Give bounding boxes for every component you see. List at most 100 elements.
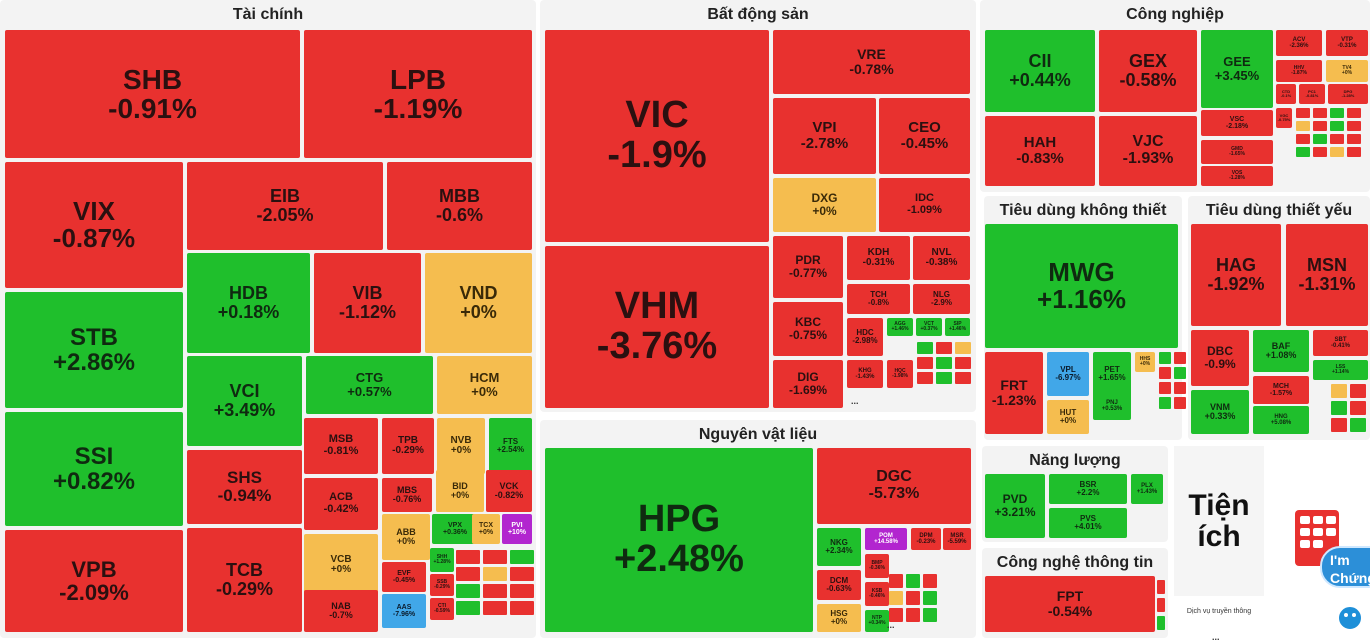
treemap-mini-cell[interactable]	[955, 342, 971, 354]
treemap-mini-cell[interactable]	[483, 584, 507, 598]
treemap-mini-cell[interactable]	[1157, 580, 1165, 594]
treemap-cell-shh[interactable]: SHH +1.28%	[430, 548, 454, 572]
treemap-mini-cell[interactable]	[889, 608, 903, 622]
treemap-cell-vcb[interactable]: VCB +0%	[304, 534, 378, 596]
treemap-mini-cell[interactable]	[456, 601, 480, 615]
treemap-mini-cell[interactable]	[456, 584, 480, 598]
treemap-mini-cell[interactable]	[936, 342, 952, 354]
treemap-cell-sbt[interactable]: SBT -0.41%	[1313, 330, 1368, 356]
treemap-cell-vib[interactable]: VIB -1.12%	[314, 253, 421, 353]
treemap-cell-cti[interactable]: CTI -0.59%	[430, 598, 454, 620]
treemap-mini-cell[interactable]	[1296, 134, 1310, 144]
treemap-mini-cell[interactable]	[483, 601, 507, 615]
treemap-cell-dbc[interactable]: DBC -0.9%	[1191, 330, 1249, 386]
treemap-cell-fpt[interactable]: FPT -0.54%	[985, 576, 1155, 632]
treemap-cell-gee[interactable]: GEE +3.45%	[1201, 30, 1273, 108]
treemap-mini-cell[interactable]	[917, 372, 933, 384]
treemap-mini-cell[interactable]	[1331, 384, 1347, 398]
treemap-mini-cell[interactable]	[483, 567, 507, 581]
treemap-mini-cell[interactable]	[1331, 418, 1347, 432]
treemap-cell-acb[interactable]: ACB -0.42%	[304, 478, 378, 530]
treemap-cell-evf[interactable]: EVF -0.45%	[382, 562, 426, 592]
treemap-mini-cell[interactable]	[510, 601, 534, 615]
treemap-cell-vpl[interactable]: VPL -6.97%	[1047, 352, 1089, 396]
treemap-cell-lpb[interactable]: LPB -1.19%	[304, 30, 532, 158]
treemap-mini-cell[interactable]	[510, 584, 534, 598]
treemap-cell-nvb[interactable]: NVB +0%	[437, 418, 485, 474]
treemap-cell-dpg[interactable]: DPG -1.28%	[1328, 84, 1368, 104]
treemap-cell-nvl[interactable]: NVL -0.38%	[913, 236, 970, 280]
treemap-mini-cell[interactable]	[1174, 367, 1186, 379]
treemap-cell-hhv[interactable]: HHV -1.87%	[1276, 60, 1322, 82]
treemap-mini-cell[interactable]	[906, 574, 920, 588]
treemap-cell-ctg[interactable]: CTG +0.57%	[306, 356, 433, 414]
treemap-cell-vpb[interactable]: VPB -2.09%	[5, 530, 183, 632]
treemap-mini-cell[interactable]	[1174, 352, 1186, 364]
treemap-mini-cell[interactable]	[1157, 616, 1165, 630]
treemap-cell-hut[interactable]: HUT +0%	[1047, 400, 1089, 434]
treemap-mini-cell[interactable]	[1330, 134, 1344, 144]
treemap-cell-pc1[interactable]: PC1 -0.81%	[1299, 84, 1325, 104]
treemap-mini-cell[interactable]	[889, 591, 903, 605]
treemap-mini-cell[interactable]	[456, 567, 480, 581]
treemap-cell-bsr[interactable]: BSR +2.2%	[1049, 474, 1127, 504]
treemap-cell-lss[interactable]: LSS +1.14%	[1313, 360, 1368, 380]
treemap-cell-vic[interactable]: VIC -1.9%	[545, 30, 769, 242]
treemap-cell-vpi[interactable]: VPI -2.78%	[773, 98, 876, 174]
treemap-cell-hag[interactable]: HAG -1.92%	[1191, 224, 1281, 326]
treemap-cell-tcx[interactable]: TCX +0%	[472, 514, 500, 544]
treemap-cell-shs[interactable]: SHS -0.94%	[187, 450, 302, 524]
treemap-cell-ntp[interactable]: NTP +0.34%	[865, 610, 889, 632]
treemap-cell-ssi[interactable]: SSI +0.82%	[5, 412, 183, 526]
treemap-cell-pvs[interactable]: PVS +4.01%	[1049, 508, 1127, 538]
treemap-cell-plx[interactable]: PLX +1.43%	[1131, 474, 1163, 504]
treemap-cell-kdh[interactable]: KDH -0.31%	[847, 236, 910, 280]
more-ellipsis[interactable]: ...	[1212, 632, 1220, 642]
treemap-cell-msn[interactable]: MSN -1.31%	[1286, 224, 1368, 326]
treemap-mini-cell[interactable]	[923, 591, 937, 605]
treemap-cell-nab[interactable]: NAB -0.7%	[304, 590, 378, 632]
treemap-cell-vci[interactable]: VCI +3.49%	[187, 356, 302, 446]
treemap-cell-hhs[interactable]: HHS +0%	[1135, 352, 1155, 372]
treemap-mini-cell[interactable]	[1347, 147, 1361, 157]
treemap-cell-tcb[interactable]: TCB -0.29%	[187, 528, 302, 632]
treemap-mini-cell[interactable]	[889, 574, 903, 588]
treemap-cell-vct[interactable]: VCT +0.37%	[916, 318, 942, 336]
treemap-mini-cell[interactable]	[456, 550, 480, 564]
treemap-cell-ceo[interactable]: CEO -0.45%	[879, 98, 970, 174]
treemap-cell-hdb[interactable]: HDB +0.18%	[187, 253, 310, 353]
treemap-mini-cell[interactable]	[1159, 397, 1171, 409]
treemap-mini-cell[interactable]	[510, 567, 534, 581]
treemap-cell-mch[interactable]: MCH -1.57%	[1253, 376, 1309, 404]
treemap-cell-sip[interactable]: SIP +1.46%	[945, 318, 970, 336]
treemap-mini-cell[interactable]	[1157, 598, 1165, 612]
mascot-badge[interactable]: I'm Chứng	[1320, 546, 1370, 588]
treemap-cell-frt[interactable]: FRT -1.23%	[985, 352, 1043, 434]
treemap-cell-kbc[interactable]: KBC -0.75%	[773, 302, 843, 356]
treemap-cell-khg[interactable]: KHG -1.43%	[847, 360, 883, 388]
treemap-mini-cell[interactable]	[1159, 367, 1171, 379]
treemap-cell-hcm[interactable]: HCM +0%	[437, 356, 532, 414]
treemap-mini-cell[interactable]	[1159, 352, 1171, 364]
treemap-cell-dxg[interactable]: DXG +0%	[773, 178, 876, 232]
treemap-mini-cell[interactable]	[1296, 147, 1310, 157]
treemap-cell-vtp[interactable]: VTP -0.31%	[1326, 30, 1368, 56]
treemap-mini-cell[interactable]	[917, 357, 933, 369]
treemap-mini-cell[interactable]	[1296, 121, 1310, 131]
treemap-cell-gmd[interactable]: GMD -1.65%	[1201, 140, 1273, 164]
treemap-cell-vos[interactable]: VOS -1.28%	[1201, 166, 1273, 186]
treemap-cell-pnj[interactable]: PNJ +0.53%	[1093, 392, 1131, 420]
treemap-cell-pvd[interactable]: PVD +3.21%	[985, 474, 1045, 538]
treemap-mini-cell[interactable]	[936, 372, 952, 384]
treemap-mini-cell[interactable]	[1174, 382, 1186, 394]
treemap-mini-cell[interactable]	[510, 550, 534, 564]
more-ellipsis[interactable]: ...	[887, 620, 895, 630]
treemap-mini-cell[interactable]	[906, 591, 920, 605]
treemap-cell-tv4[interactable]: TV4 +0%	[1326, 60, 1368, 82]
treemap-cell-acv[interactable]: ACV -2.36%	[1276, 30, 1322, 56]
treemap-mini-cell[interactable]	[1296, 108, 1310, 118]
treemap-mini-cell[interactable]	[1347, 108, 1361, 118]
treemap-mini-cell[interactable]	[1350, 418, 1366, 432]
treemap-mini-cell[interactable]	[1330, 147, 1344, 157]
treemap-cell-vre[interactable]: VRE -0.78%	[773, 30, 970, 94]
